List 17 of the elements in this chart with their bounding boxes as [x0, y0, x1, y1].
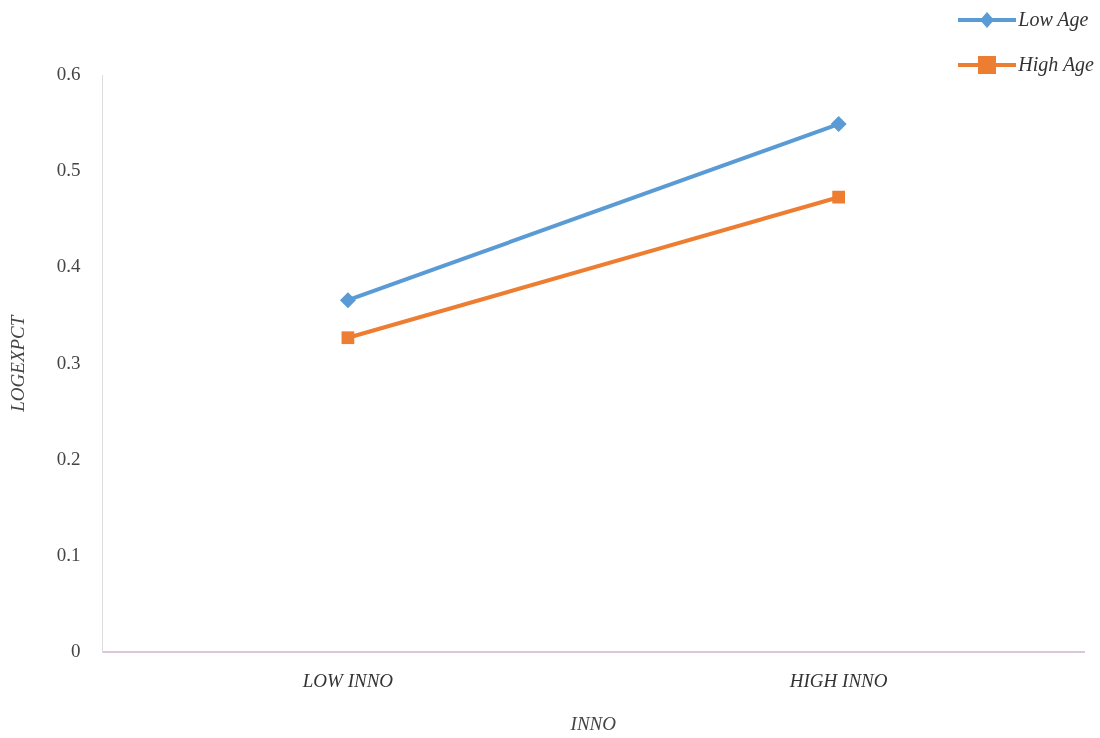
point [832, 190, 845, 204]
legend-label: High Age [1018, 53, 1094, 76]
y-axis-title: LOGEXPCT [7, 314, 29, 413]
y-tick-label: 0.3 [56, 351, 81, 373]
y-tick-label: 0.5 [56, 159, 81, 181]
x-tick-label: LOW INNO [301, 669, 394, 691]
y-tick-label: 0.1 [56, 544, 81, 566]
x-axis-title: INNO [569, 712, 617, 734]
y-tick-label: 0 [71, 640, 81, 662]
point [830, 116, 847, 133]
y-tick-label: 0.4 [56, 255, 82, 277]
x-tick-label: HIGH INNO [788, 669, 888, 691]
y-tick-label: 0.6 [56, 62, 81, 84]
legend-label: Low Age [1018, 8, 1089, 31]
point [341, 331, 355, 345]
y-tick-label: 0.2 [56, 447, 81, 469]
point [339, 292, 356, 309]
